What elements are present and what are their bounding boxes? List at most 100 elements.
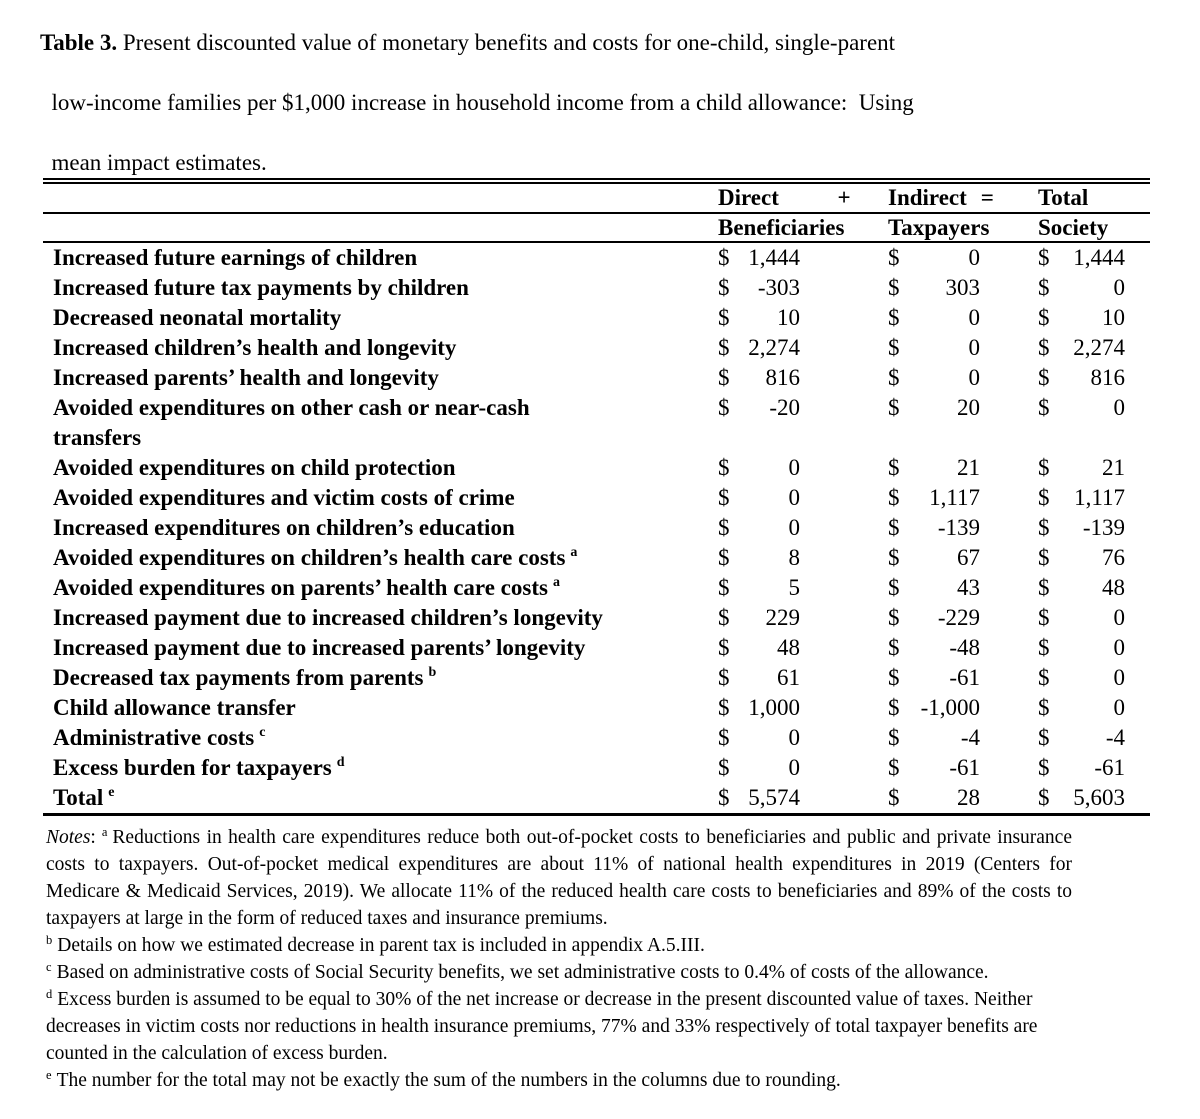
society-value: -139 bbox=[1082, 515, 1125, 540]
taxpayers-cell: $0 bbox=[888, 243, 980, 273]
dollar-sign: $ bbox=[718, 785, 730, 810]
dollar-sign: $ bbox=[888, 635, 900, 660]
taxpayers-value: 20 bbox=[957, 395, 980, 420]
dollar-sign: $ bbox=[1038, 755, 1050, 780]
society-cell: $0 bbox=[1038, 393, 1125, 423]
taxpayers-cell: $ -48 bbox=[888, 633, 980, 663]
society-value: 0 bbox=[1113, 605, 1126, 630]
dollar-sign: $ bbox=[718, 695, 730, 720]
taxpayers-value: -61 bbox=[949, 755, 980, 780]
beneficiaries-cell: $0 bbox=[718, 513, 800, 543]
beneficiaries-value: 0 bbox=[788, 515, 801, 540]
beneficiaries-cell: $0 bbox=[718, 723, 800, 753]
dollar-sign: $ bbox=[718, 515, 730, 540]
row-label-text: Avoided expenditures on child protection bbox=[53, 455, 456, 480]
table-row: Avoided expenditures on children’s healt… bbox=[43, 543, 1150, 573]
note-text: Reductions in health care expenditures r… bbox=[46, 827, 1072, 929]
society-value: 48 bbox=[1102, 575, 1125, 600]
dollar-sign: $ bbox=[718, 755, 730, 780]
beneficiaries-value: 1,000 bbox=[748, 695, 800, 720]
dollar-sign: $ bbox=[888, 785, 900, 810]
row-label: Avoided expenditures on parents’ health … bbox=[43, 573, 718, 603]
dollar-sign: $ bbox=[1038, 605, 1050, 630]
taxpayers-value: -1,000 bbox=[920, 695, 980, 720]
dollar-sign: $ bbox=[888, 605, 900, 630]
row-label-text: Avoided expenditures on parents’ health … bbox=[53, 575, 548, 600]
dollar-sign: $ bbox=[888, 275, 900, 300]
taxpayers-value: -229 bbox=[937, 605, 980, 630]
dollar-sign: $ bbox=[718, 455, 730, 480]
row-label: Avoided expenditures on child protection bbox=[43, 453, 718, 483]
row-label: Decreased tax payments from parents b bbox=[43, 663, 718, 693]
taxpayers-value: 43 bbox=[957, 575, 980, 600]
note-text: Based on administrative costs of Social … bbox=[56, 962, 989, 983]
taxpayers-cell: $ -61 bbox=[888, 753, 980, 783]
society-value: 10 bbox=[1102, 305, 1125, 330]
beneficiaries-value: 0 bbox=[788, 755, 801, 780]
taxpayers-value: 21 bbox=[957, 455, 980, 480]
society-cell: $ -61 bbox=[1038, 753, 1125, 783]
dollar-sign: $ bbox=[888, 485, 900, 510]
dollar-sign: $ bbox=[1038, 335, 1050, 360]
header-plus-sign: + bbox=[837, 185, 851, 210]
paper-page: Table 3. Present discounted value of mon… bbox=[0, 28, 1200, 1094]
beneficiaries-value: 5 bbox=[788, 575, 801, 600]
taxpayers-value: 67 bbox=[957, 545, 980, 570]
row-label-text: Avoided expenditures on children’s healt… bbox=[53, 545, 566, 570]
dollar-sign: $ bbox=[718, 395, 730, 420]
dollar-sign: $ bbox=[718, 335, 730, 360]
taxpayers-cell: $ -139 bbox=[888, 513, 980, 543]
taxpayers-value: 303 bbox=[945, 275, 981, 300]
table-row: Increased future earnings of children $1… bbox=[43, 243, 1150, 273]
dollar-sign: $ bbox=[718, 365, 730, 390]
dollar-sign: $ bbox=[888, 455, 900, 480]
note-paragraph: e The number for the total may not be exa… bbox=[46, 1067, 1072, 1094]
taxpayers-cell: $0 bbox=[888, 363, 980, 393]
society-cell: $5,603 bbox=[1038, 783, 1125, 813]
dollar-sign: $ bbox=[1038, 455, 1050, 480]
notes-colon: : bbox=[90, 827, 96, 848]
note-footnote-marker: b bbox=[46, 932, 53, 947]
dollar-sign: $ bbox=[1038, 635, 1050, 660]
table-top-rule bbox=[43, 178, 1150, 184]
table-header-row-columns: Beneficiaries Taxpayers Society bbox=[43, 214, 1150, 241]
taxpayers-value: 0 bbox=[968, 245, 981, 270]
row-label: Avoided expenditures on other cash or ne… bbox=[43, 393, 718, 453]
dollar-sign: $ bbox=[888, 395, 900, 420]
dollar-sign: $ bbox=[1038, 365, 1050, 390]
header-taxpayers: Taxpayers bbox=[888, 215, 990, 240]
society-value: 0 bbox=[1113, 635, 1126, 660]
beneficiaries-cell: $ -20 bbox=[718, 393, 800, 423]
dollar-sign: $ bbox=[718, 245, 730, 270]
row-label: Decreased neonatal mortality bbox=[43, 303, 718, 333]
society-cell: $0 bbox=[1038, 663, 1125, 693]
table-row: Increased parents’ health and longevity … bbox=[43, 363, 1150, 393]
society-value: 816 bbox=[1090, 365, 1126, 390]
beneficiaries-cell: $1,000 bbox=[718, 693, 800, 723]
taxpayers-cell: $ -4 bbox=[888, 723, 980, 753]
dollar-sign: $ bbox=[888, 515, 900, 540]
beneficiaries-cell: $229 bbox=[718, 603, 800, 633]
society-cell: $1,117 bbox=[1038, 483, 1125, 513]
society-value: 76 bbox=[1102, 545, 1125, 570]
beneficiaries-value: 229 bbox=[765, 605, 801, 630]
note-footnote-marker: c bbox=[46, 959, 52, 974]
row-label: Increased parents’ health and longevity bbox=[43, 363, 718, 393]
taxpayers-cell: $20 bbox=[888, 393, 980, 423]
note-text: Details on how we estimated decrease in … bbox=[57, 935, 705, 956]
dollar-sign: $ bbox=[1038, 695, 1050, 720]
table-row: Avoided expenditures on parents’ health … bbox=[43, 573, 1150, 603]
dollar-sign: $ bbox=[1038, 665, 1050, 690]
row-label-text: Child allowance transfer bbox=[53, 695, 296, 720]
dollar-sign: $ bbox=[718, 575, 730, 600]
beneficiaries-value: 61 bbox=[777, 665, 800, 690]
row-label: Administrative costs c bbox=[43, 723, 718, 753]
header-beneficiaries: Beneficiaries bbox=[718, 215, 845, 240]
note-paragraph: c Based on administrative costs of Social… bbox=[46, 959, 1072, 986]
note-footnote-marker: a bbox=[101, 824, 108, 839]
row-footnote-marker: a bbox=[552, 575, 560, 591]
note-text: The number for the total may not be exac… bbox=[56, 1070, 841, 1091]
beneficiaries-cell: $0 bbox=[718, 483, 800, 513]
row-label-text: Total bbox=[53, 785, 104, 810]
beneficiaries-value: -303 bbox=[757, 275, 800, 300]
